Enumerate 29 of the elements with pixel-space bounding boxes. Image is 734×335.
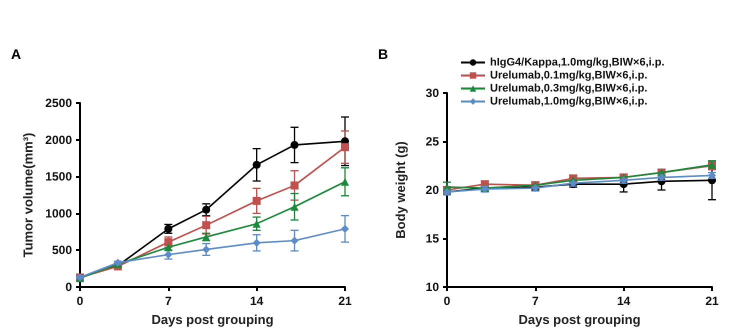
legend-label: Urelumab,1.0mg/kg,BIW×6,i.p. bbox=[490, 96, 648, 108]
x-tick-label: 0 bbox=[76, 294, 84, 308]
chart-title: A bbox=[11, 46, 22, 62]
x-tick-label: 14 bbox=[250, 294, 264, 308]
legend-label: hIgG4/Kappa,1.0mg/kg,BIW×6,i.p. bbox=[490, 56, 665, 68]
y-tick-label: 500 bbox=[52, 243, 72, 258]
y-tick-label: 15 bbox=[426, 232, 440, 246]
y-tick-label: 20 bbox=[426, 183, 440, 197]
x-axis-title: Days post grouping bbox=[518, 312, 641, 327]
x-tick-label: 7 bbox=[532, 294, 539, 308]
y-tick-label: 30 bbox=[426, 86, 440, 100]
x-axis-title: Days post grouping bbox=[151, 312, 274, 327]
x-tick-label: 7 bbox=[164, 294, 172, 308]
legend-label: Urelumab,0.1mg/kg,BIW×6,i.p. bbox=[490, 70, 648, 82]
x-tick-label: 0 bbox=[444, 294, 451, 308]
y-tick-label: 1500 bbox=[45, 170, 72, 184]
y-tick-label: 10 bbox=[426, 280, 440, 294]
legend-label: Urelumab,0.3mg/kg,BIW×6,i.p. bbox=[490, 82, 648, 94]
x-tick-label: 21 bbox=[338, 294, 352, 308]
y-tick-label: 0 bbox=[65, 280, 72, 294]
y-tick-label: 1000 bbox=[45, 206, 72, 220]
y-tick-label: 2500 bbox=[45, 96, 72, 110]
y-tick-label: 2000 bbox=[45, 132, 72, 147]
y-axis-title: Tumor volume(mm³) bbox=[20, 132, 36, 258]
x-tick-label: 21 bbox=[705, 294, 719, 308]
x-tick-label: 14 bbox=[616, 294, 631, 308]
chart-title: B bbox=[378, 46, 388, 62]
y-tick-label: 25 bbox=[426, 134, 440, 148]
y-axis-title: Body weight (g) bbox=[393, 141, 408, 239]
